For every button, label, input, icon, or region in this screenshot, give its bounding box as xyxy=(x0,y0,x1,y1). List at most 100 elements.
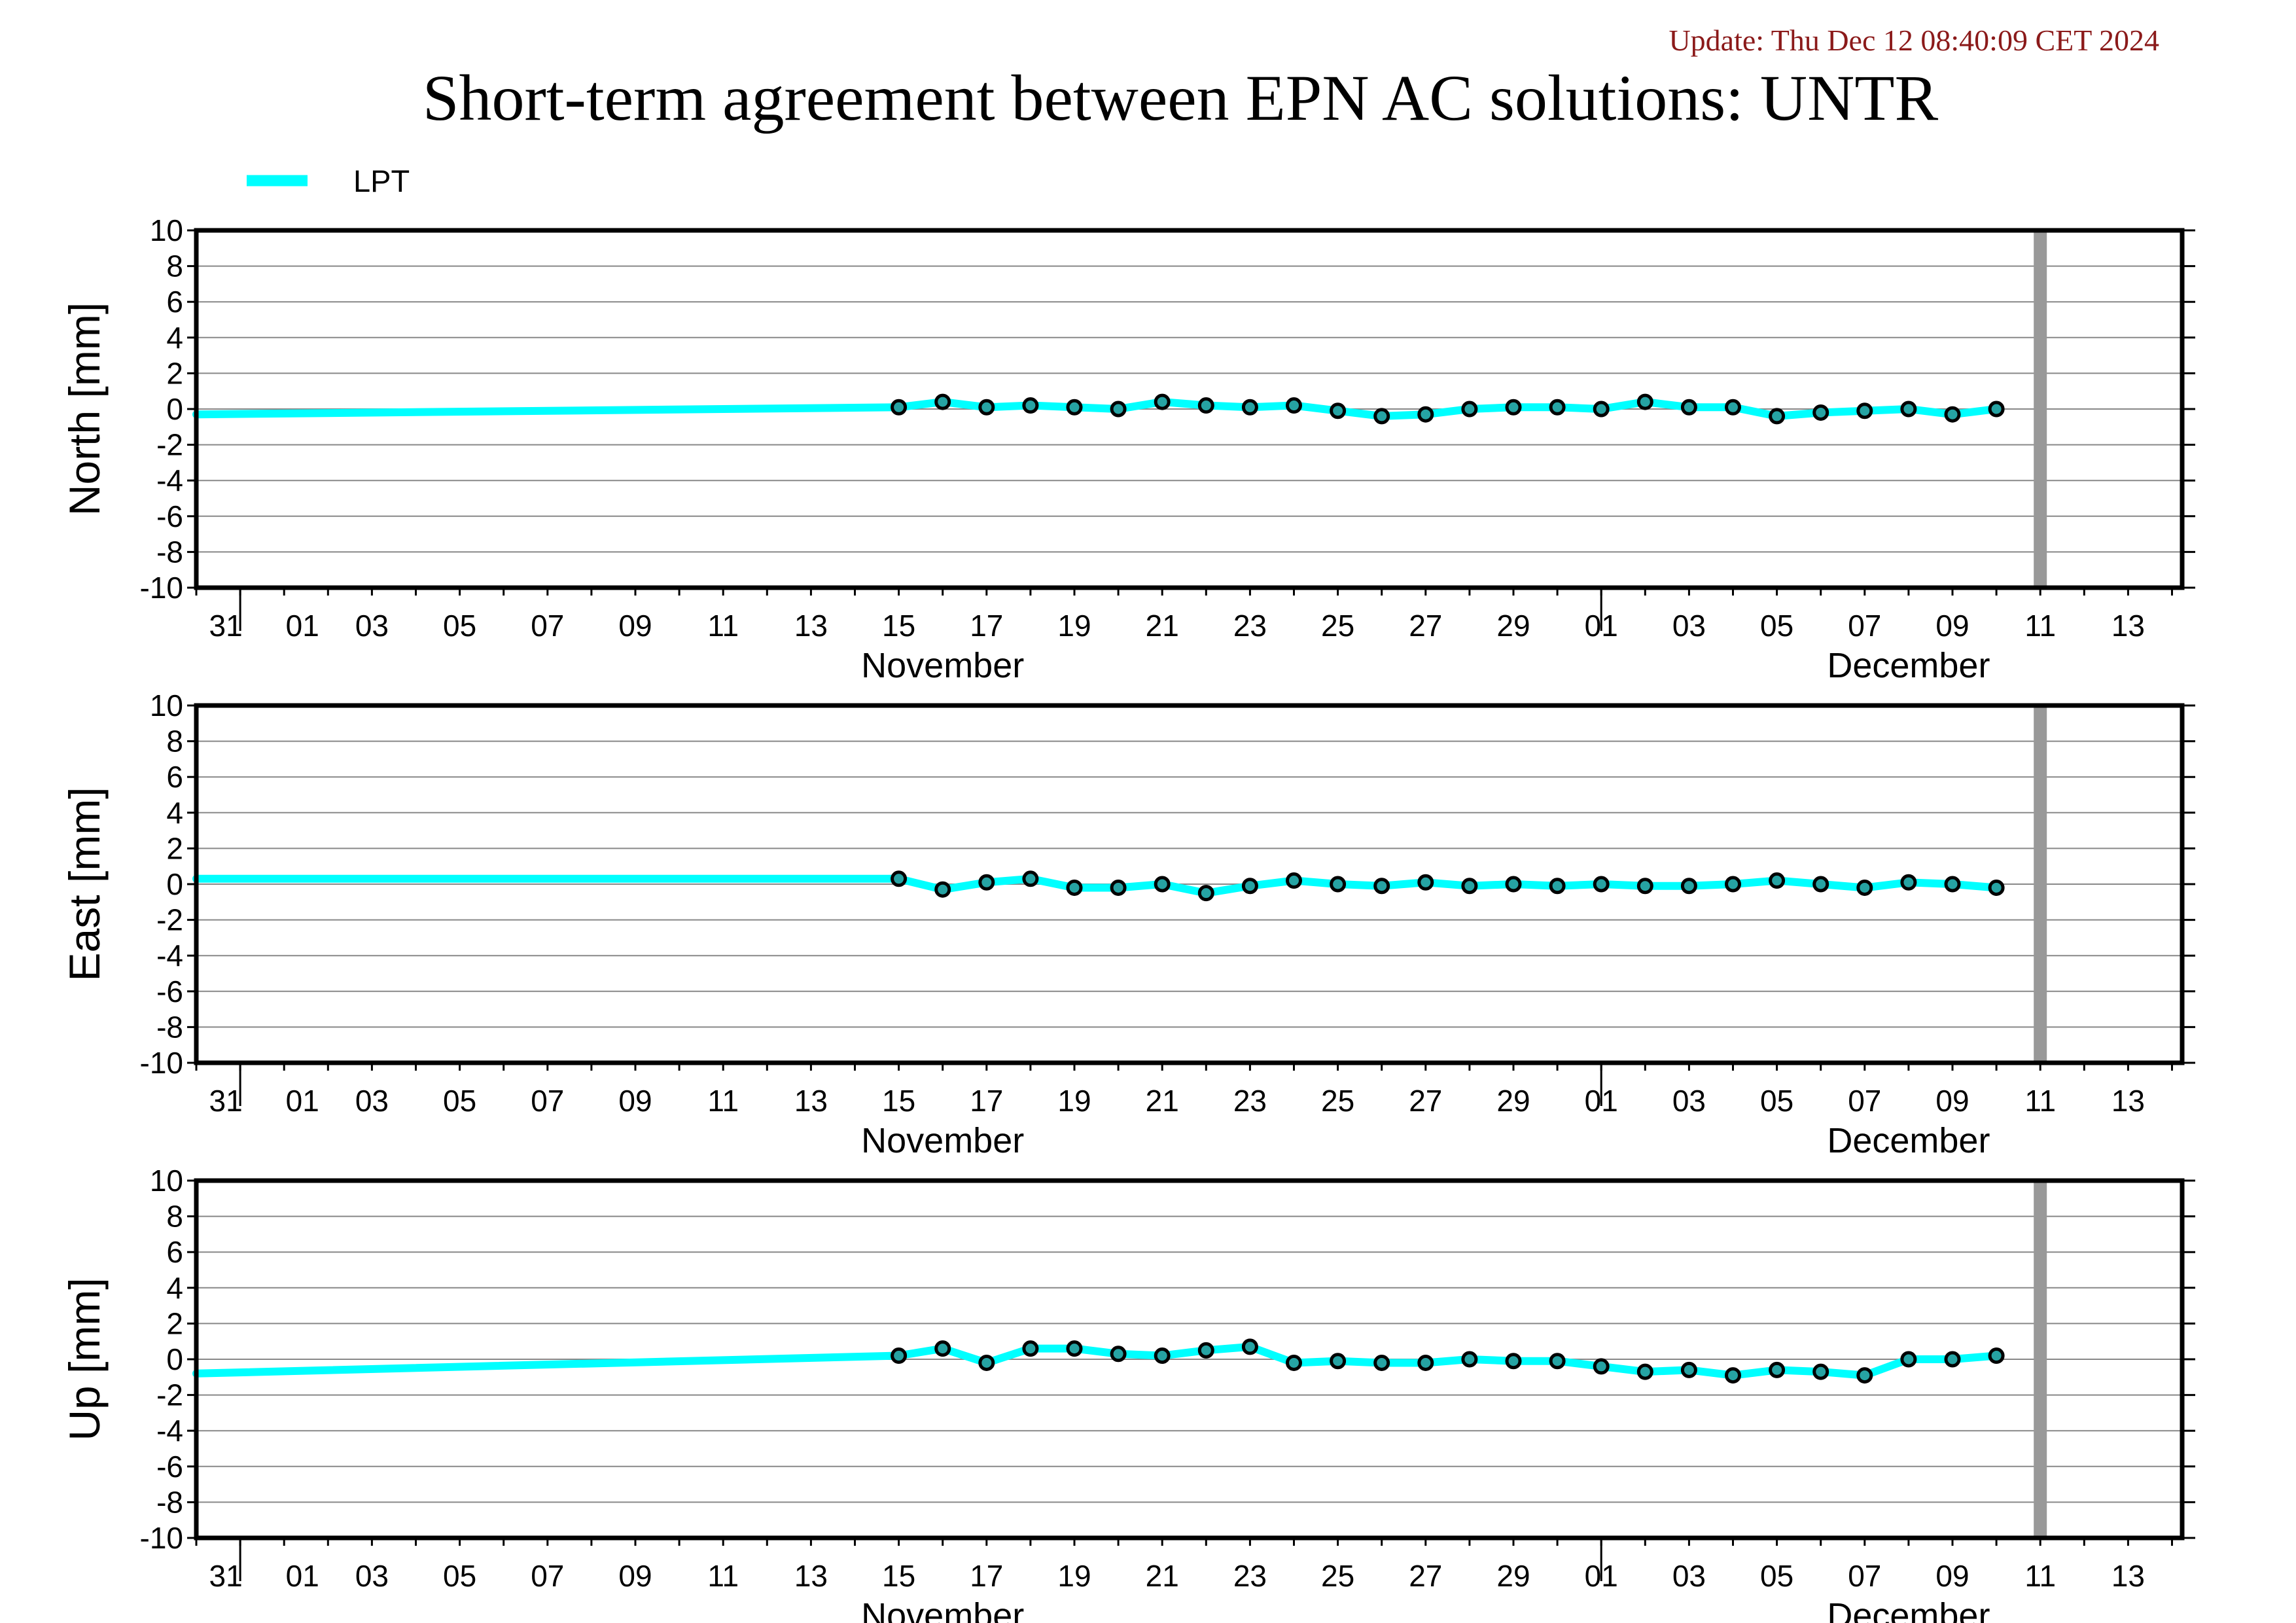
month-label: November xyxy=(861,646,1024,685)
data-point xyxy=(1110,1346,1127,1363)
data-point xyxy=(1505,1353,1522,1370)
x-tick-label: 05 xyxy=(1760,609,1793,643)
data-point xyxy=(1680,399,1697,416)
data-point xyxy=(1286,397,1302,414)
x-tick-label: 31 xyxy=(209,609,243,643)
data-point xyxy=(1593,876,1610,893)
x-tick-label: 07 xyxy=(1848,609,1881,643)
current-date-band xyxy=(2034,230,2047,588)
x-tick-label: 13 xyxy=(2111,1084,2145,1118)
x-tick-label: 09 xyxy=(618,1559,652,1593)
data-point xyxy=(1373,878,1390,895)
x-tick-label: 03 xyxy=(355,609,389,643)
y-tick-label: 4 xyxy=(166,321,183,355)
data-point xyxy=(934,393,951,410)
data-point xyxy=(1769,408,1786,425)
x-tick-label: 25 xyxy=(1321,1559,1354,1593)
x-tick-label: 21 xyxy=(1146,1084,1179,1118)
y-tick-label: -2 xyxy=(156,903,183,937)
x-tick-label: 21 xyxy=(1146,1559,1179,1593)
y-tick-label: -10 xyxy=(140,1521,183,1555)
data-point xyxy=(934,881,951,898)
data-point xyxy=(1417,874,1434,891)
data-point xyxy=(1197,885,1214,902)
y-tick-label: 10 xyxy=(150,213,183,247)
x-tick-label: 13 xyxy=(2111,609,2145,643)
y-tick-label: 6 xyxy=(166,285,183,319)
data-point xyxy=(1461,1351,1478,1368)
x-tick-label: 31 xyxy=(209,1084,243,1118)
x-tick-label: 27 xyxy=(1409,1559,1442,1593)
x-tick-label: 21 xyxy=(1146,609,1179,643)
x-tick-label: 09 xyxy=(618,609,652,643)
data-point xyxy=(1154,876,1171,893)
y-tick-label: 2 xyxy=(166,1306,183,1340)
x-tick-label: 09 xyxy=(1935,609,1969,643)
x-tick-label: 07 xyxy=(531,1084,564,1118)
x-tick-label: 29 xyxy=(1496,1559,1530,1593)
x-tick-label: 05 xyxy=(1760,1559,1793,1593)
x-tick-label: 29 xyxy=(1496,1084,1530,1118)
y-tick-label: 0 xyxy=(166,867,183,901)
data-point xyxy=(1330,1353,1347,1370)
x-tick-label: 01 xyxy=(286,1084,319,1118)
x-tick-label: 05 xyxy=(443,1084,476,1118)
y-axis-label: North [mm] xyxy=(60,302,109,516)
x-tick-label: 13 xyxy=(794,1084,828,1118)
x-tick-label: 05 xyxy=(443,609,476,643)
x-tick-label: 13 xyxy=(2111,1559,2145,1593)
data-point xyxy=(1066,399,1083,416)
data-point xyxy=(1944,876,1961,893)
data-point xyxy=(1241,1338,1258,1355)
x-tick-label: 11 xyxy=(707,609,739,643)
x-tick-label: 23 xyxy=(1233,1559,1267,1593)
data-point xyxy=(1022,397,1039,414)
plot-frame xyxy=(194,703,2185,1065)
y-tick-label: 4 xyxy=(166,796,183,830)
data-point xyxy=(1812,404,1829,421)
x-tick-label: 15 xyxy=(882,1084,915,1118)
x-tick-label: 11 xyxy=(2024,609,2056,643)
y-tick-label: 2 xyxy=(166,356,183,390)
x-tick-label: 05 xyxy=(443,1559,476,1593)
y-tick-label: 6 xyxy=(166,760,183,794)
data-point xyxy=(1330,402,1347,419)
data-point xyxy=(1856,402,1873,419)
x-tick-label: 11 xyxy=(707,1084,739,1118)
x-tick-label: 27 xyxy=(1409,1084,1442,1118)
x-tick-label: 01 xyxy=(1585,1084,1618,1118)
x-tick-label: 07 xyxy=(531,1559,564,1593)
current-date-band xyxy=(2034,705,2047,1063)
x-tick-label: 11 xyxy=(2024,1559,2056,1593)
x-tick-label: 17 xyxy=(970,1084,1003,1118)
x-tick-label: 07 xyxy=(531,609,564,643)
data-point xyxy=(1636,393,1653,410)
data-point xyxy=(1505,876,1522,893)
x-tick-label: 17 xyxy=(970,1559,1003,1593)
x-tick-label: 03 xyxy=(1672,1084,1706,1118)
data-point xyxy=(1461,878,1478,895)
y-tick-label: -6 xyxy=(156,499,183,533)
chart-title: Short-term agreement between EPN AC solu… xyxy=(423,62,1939,134)
data-point xyxy=(891,399,908,416)
x-tick-label: 19 xyxy=(1057,609,1091,643)
y-tick-label: -8 xyxy=(156,1010,183,1044)
x-tick-label: 01 xyxy=(1585,1559,1618,1593)
data-point xyxy=(1812,876,1829,893)
x-tick-label: 27 xyxy=(1409,609,1442,643)
y-tick-label: 8 xyxy=(166,1200,183,1234)
data-point xyxy=(1725,876,1741,893)
y-tick-label: 4 xyxy=(166,1271,183,1305)
data-point xyxy=(1549,878,1566,895)
y-tick-label: 8 xyxy=(166,249,183,283)
y-tick-label: 10 xyxy=(150,688,183,722)
plot-frame xyxy=(194,228,2185,590)
x-tick-label: 03 xyxy=(355,1559,389,1593)
x-tick-label: 09 xyxy=(1935,1084,1969,1118)
data-point xyxy=(1769,872,1786,889)
y-tick-label: 8 xyxy=(166,724,183,758)
data-point xyxy=(1505,399,1522,416)
data-point xyxy=(1680,1361,1697,1378)
data-point xyxy=(1373,408,1390,425)
